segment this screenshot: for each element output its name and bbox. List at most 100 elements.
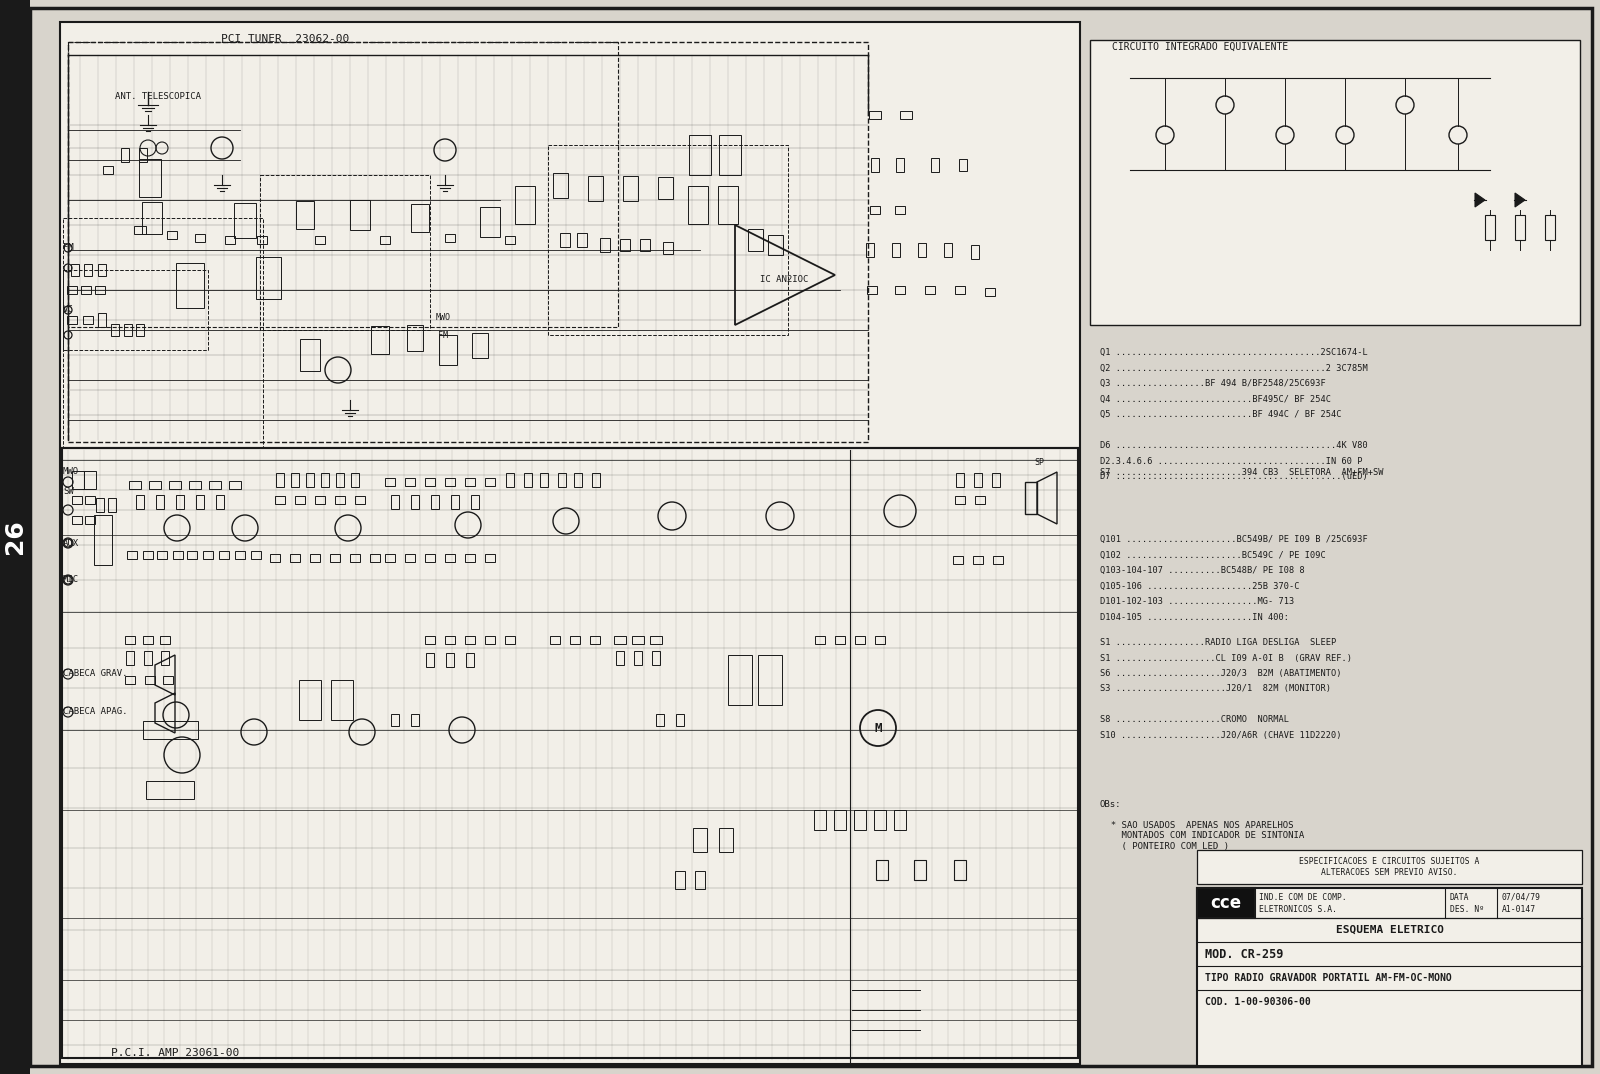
Bar [574,473,582,487]
Bar [142,551,154,558]
Bar [229,481,242,489]
Bar [446,653,454,667]
Bar [62,218,262,448]
Polygon shape [1515,193,1525,207]
Bar [72,471,83,489]
Text: S10 ...................J20/A6R (CHAVE 11D2220): S10 ...................J20/A6R (CHAVE 11… [1101,731,1341,740]
Text: VC: VC [62,305,74,315]
Bar [944,243,952,257]
Bar [466,478,475,487]
Bar [72,516,82,524]
Bar [954,860,966,880]
Bar [275,496,285,504]
Bar [157,495,165,509]
Bar [974,473,982,487]
Text: DES. Nº: DES. Nº [1450,904,1485,914]
Bar [614,636,626,644]
Bar [306,473,314,487]
Bar [94,516,112,565]
Bar [955,496,965,504]
Bar [62,448,1078,1058]
Bar [83,264,93,276]
Text: P.C.I. AMP 23061-00: P.C.I. AMP 23061-00 [110,1048,238,1058]
Bar [854,636,866,644]
Bar [126,651,134,665]
Bar [994,556,1003,564]
Bar [869,111,882,119]
Text: S8 ....................CROMO  NORMAL: S8 ....................CROMO NORMAL [1101,715,1290,725]
Bar [640,240,650,251]
Bar [94,286,106,294]
Bar [515,186,534,224]
Text: D6 ..........................................4K V80: D6 .....................................… [1101,441,1368,450]
Bar [430,495,438,509]
Bar [974,496,986,504]
Bar [411,495,419,509]
Bar [552,173,568,198]
Bar [142,636,154,644]
Bar [867,286,877,294]
Bar [541,473,547,487]
Text: S3 .....................J20/1  82M (MONITOR): S3 .....................J20/1 82M (MONIT… [1101,684,1331,694]
Bar [894,206,906,214]
Text: D104-105 ....................IN 400:: D104-105 ....................IN 400: [1101,612,1290,622]
Bar [61,21,1080,1064]
Bar [506,236,515,244]
Bar [656,714,664,726]
Bar [662,242,674,253]
Bar [893,243,899,257]
Bar [466,554,475,562]
Text: Q2 ........................................2 3C785M: Q2 .....................................… [1101,363,1368,373]
Bar [758,655,782,705]
Bar [957,473,963,487]
Bar [688,186,707,224]
Bar [149,481,162,489]
Text: IND.E COM DE COMP.: IND.E COM DE COMP. [1259,892,1347,901]
Bar [525,473,531,487]
Bar [445,478,454,487]
Bar [136,324,144,336]
Bar [82,286,91,294]
Text: ESQUEMA ELETRICO: ESQUEMA ELETRICO [1336,925,1443,935]
Text: cce: cce [1211,894,1242,912]
Bar [632,636,643,644]
Bar [125,324,131,336]
Bar [600,238,610,252]
Bar [1546,215,1555,240]
Text: D101-102-103 .................MG- 713: D101-102-103 .................MG- 713 [1101,597,1294,606]
Bar [235,551,245,558]
Text: CABECA APAG.: CABECA APAG. [62,708,128,716]
Bar [814,810,826,830]
Bar [874,810,886,830]
Bar [370,554,381,562]
Bar [854,810,866,830]
Bar [971,245,979,259]
Bar [203,551,213,558]
Bar [256,257,280,299]
Bar [896,158,904,172]
Bar [621,240,630,251]
Text: S1 .................RADIO LIGA DESLIGA  SLEEP: S1 .................RADIO LIGA DESLIGA S… [1101,638,1336,647]
Bar [386,554,395,562]
Bar [322,473,330,487]
Bar [189,481,202,489]
Bar [870,206,880,214]
Bar [277,473,285,487]
Bar [67,42,618,326]
Bar [270,554,280,562]
Bar [426,554,435,562]
Text: MIC: MIC [62,576,78,584]
Text: Q4 ..........................BF495C/ BF 254C: Q4 ..........................BF495C/ BF … [1101,394,1331,404]
Bar [506,473,514,487]
Bar [925,286,934,294]
Bar [578,233,587,247]
Bar [67,286,77,294]
Bar [558,473,566,487]
Text: D7 ...........................................(uED): D7 .....................................… [1101,471,1368,481]
Text: Q102 ......................BC549C / PE I09C: Q102 ......................BC549C / PE I… [1101,551,1326,560]
Text: AUX: AUX [62,538,78,548]
Bar [160,636,170,644]
Bar [130,481,141,489]
Text: OBs:

  * SAO USADOS  APENAS NOS APARELHOS
    MONTADOS COM INDICADOR DE SINTONI: OBs: * SAO USADOS APENAS NOS APARELHOS M… [1101,800,1304,851]
Bar [163,676,173,684]
